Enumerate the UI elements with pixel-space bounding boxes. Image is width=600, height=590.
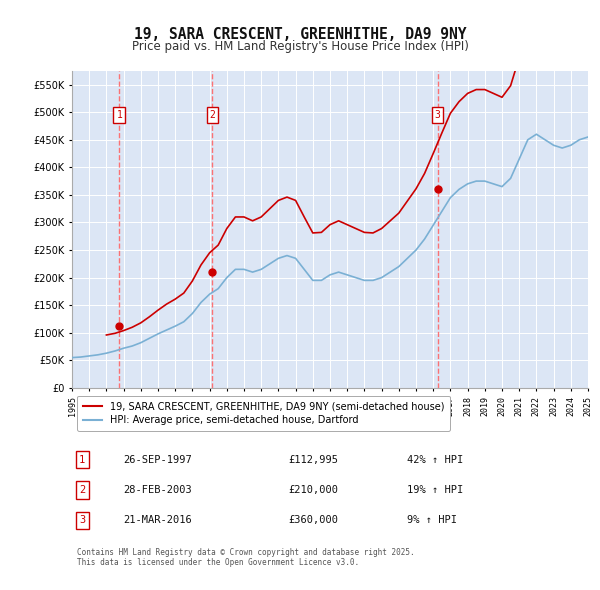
Text: 1: 1: [79, 455, 85, 465]
Text: £112,995: £112,995: [289, 455, 339, 465]
Text: £360,000: £360,000: [289, 515, 339, 525]
Legend: 19, SARA CRESCENT, GREENHITHE, DA9 9NY (semi-detached house), HPI: Average price: 19, SARA CRESCENT, GREENHITHE, DA9 9NY (…: [77, 395, 450, 431]
Text: Contains HM Land Registry data © Crown copyright and database right 2025.
This d: Contains HM Land Registry data © Crown c…: [77, 548, 415, 567]
Text: 2: 2: [79, 485, 85, 495]
Text: 9% ↑ HPI: 9% ↑ HPI: [407, 515, 457, 525]
Text: 19, SARA CRESCENT, GREENHITHE, DA9 9NY: 19, SARA CRESCENT, GREENHITHE, DA9 9NY: [134, 27, 466, 41]
Text: 1: 1: [116, 110, 122, 120]
Text: 42% ↑ HPI: 42% ↑ HPI: [407, 455, 464, 465]
Text: 26-SEP-1997: 26-SEP-1997: [124, 455, 193, 465]
Text: 2: 2: [209, 110, 215, 120]
Text: Price paid vs. HM Land Registry's House Price Index (HPI): Price paid vs. HM Land Registry's House …: [131, 40, 469, 53]
Text: 19% ↑ HPI: 19% ↑ HPI: [407, 485, 464, 495]
Text: 21-MAR-2016: 21-MAR-2016: [124, 515, 193, 525]
Text: 28-FEB-2003: 28-FEB-2003: [124, 485, 193, 495]
Text: 3: 3: [79, 515, 85, 525]
Text: 3: 3: [434, 110, 440, 120]
Text: £210,000: £210,000: [289, 485, 339, 495]
